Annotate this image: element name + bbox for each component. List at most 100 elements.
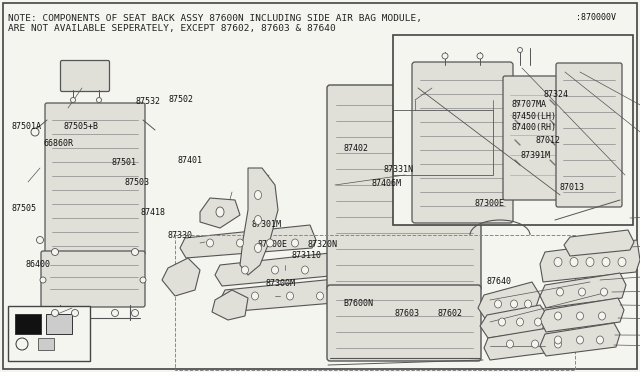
Ellipse shape xyxy=(577,336,584,344)
Ellipse shape xyxy=(442,53,448,59)
Text: 87603: 87603 xyxy=(395,309,420,318)
Polygon shape xyxy=(540,323,620,356)
Text: B7600N: B7600N xyxy=(343,299,373,308)
Ellipse shape xyxy=(557,288,563,296)
Ellipse shape xyxy=(131,248,138,256)
Ellipse shape xyxy=(511,300,518,308)
Polygon shape xyxy=(240,168,278,275)
Ellipse shape xyxy=(287,292,294,300)
Ellipse shape xyxy=(577,312,584,320)
Text: 87300E: 87300E xyxy=(258,240,288,249)
Bar xyxy=(46,314,72,334)
Bar xyxy=(15,314,41,334)
Polygon shape xyxy=(540,273,626,308)
Ellipse shape xyxy=(317,292,323,300)
Text: 87640: 87640 xyxy=(486,277,511,286)
FancyBboxPatch shape xyxy=(556,63,622,207)
Ellipse shape xyxy=(579,288,586,296)
Polygon shape xyxy=(200,198,240,228)
Text: 66860R: 66860R xyxy=(44,139,74,148)
FancyBboxPatch shape xyxy=(412,62,513,223)
FancyBboxPatch shape xyxy=(41,251,145,307)
Ellipse shape xyxy=(216,207,224,217)
Ellipse shape xyxy=(31,128,39,136)
Ellipse shape xyxy=(36,237,44,244)
Ellipse shape xyxy=(255,190,262,199)
Ellipse shape xyxy=(237,239,243,247)
Text: 87300M: 87300M xyxy=(266,279,296,288)
Text: 873110: 873110 xyxy=(292,251,322,260)
Polygon shape xyxy=(215,253,336,286)
FancyBboxPatch shape xyxy=(61,61,109,92)
Ellipse shape xyxy=(602,257,610,266)
FancyBboxPatch shape xyxy=(327,85,481,291)
Text: 87301M: 87301M xyxy=(252,220,282,229)
Text: 87505+B: 87505+B xyxy=(64,122,99,131)
Polygon shape xyxy=(540,240,640,282)
FancyBboxPatch shape xyxy=(503,76,562,200)
Ellipse shape xyxy=(477,53,483,59)
Text: 87501A: 87501A xyxy=(12,122,42,131)
Text: 87402: 87402 xyxy=(343,144,368,153)
Text: ARE NOT AVAILABLE SEPERATELY, EXCEPT 87602, 87603 & 87640: ARE NOT AVAILABLE SEPERATELY, EXCEPT 876… xyxy=(8,24,336,33)
Polygon shape xyxy=(480,305,548,338)
Text: NOTE: COMPONENTS OF SEAT BACK ASSY 87600N INCLUDING SIDE AIR BAG MODULE,: NOTE: COMPONENTS OF SEAT BACK ASSY 87600… xyxy=(8,14,422,23)
Ellipse shape xyxy=(255,244,262,253)
Ellipse shape xyxy=(499,318,506,326)
Text: 87501: 87501 xyxy=(112,158,137,167)
Polygon shape xyxy=(212,290,248,320)
Text: 87707MA: 87707MA xyxy=(512,100,547,109)
Ellipse shape xyxy=(516,318,524,326)
Ellipse shape xyxy=(266,239,273,247)
Ellipse shape xyxy=(600,288,607,296)
Text: 87300E: 87300E xyxy=(475,199,505,208)
Text: 87450(LH): 87450(LH) xyxy=(512,112,557,121)
Text: 87532: 87532 xyxy=(136,97,161,106)
Text: 87391M: 87391M xyxy=(521,151,551,160)
Ellipse shape xyxy=(291,239,298,247)
Ellipse shape xyxy=(16,338,28,350)
Ellipse shape xyxy=(252,292,259,300)
Ellipse shape xyxy=(255,215,262,224)
Ellipse shape xyxy=(586,257,594,266)
Text: 87400(RH): 87400(RH) xyxy=(512,124,557,132)
Text: 87331N: 87331N xyxy=(383,165,413,174)
Text: 87505: 87505 xyxy=(12,204,36,213)
Polygon shape xyxy=(478,282,540,320)
Ellipse shape xyxy=(271,266,278,274)
Text: 87406M: 87406M xyxy=(372,179,402,187)
Bar xyxy=(8,306,90,361)
Text: 87418: 87418 xyxy=(141,208,166,217)
Bar xyxy=(175,235,575,370)
Polygon shape xyxy=(564,230,634,256)
Ellipse shape xyxy=(525,300,531,308)
Ellipse shape xyxy=(51,310,58,317)
Ellipse shape xyxy=(598,312,605,320)
Ellipse shape xyxy=(40,277,46,283)
Ellipse shape xyxy=(554,257,562,266)
Ellipse shape xyxy=(554,340,561,348)
Text: 87013: 87013 xyxy=(559,183,584,192)
Ellipse shape xyxy=(554,336,561,344)
Polygon shape xyxy=(162,258,200,296)
FancyBboxPatch shape xyxy=(327,285,481,361)
Bar xyxy=(38,338,54,350)
Ellipse shape xyxy=(534,318,541,326)
Ellipse shape xyxy=(70,97,76,103)
Polygon shape xyxy=(220,278,352,312)
Text: 87324: 87324 xyxy=(544,90,569,99)
Ellipse shape xyxy=(554,312,561,320)
Ellipse shape xyxy=(618,257,626,266)
Polygon shape xyxy=(540,298,624,332)
Bar xyxy=(393,110,493,175)
Text: 87401: 87401 xyxy=(177,156,202,165)
Text: 86400: 86400 xyxy=(26,260,51,269)
Ellipse shape xyxy=(97,97,102,103)
Ellipse shape xyxy=(207,239,214,247)
Ellipse shape xyxy=(72,310,79,317)
Text: 87330: 87330 xyxy=(168,231,193,240)
Ellipse shape xyxy=(531,340,538,348)
Ellipse shape xyxy=(495,300,502,308)
Ellipse shape xyxy=(301,266,308,274)
Ellipse shape xyxy=(596,336,604,344)
